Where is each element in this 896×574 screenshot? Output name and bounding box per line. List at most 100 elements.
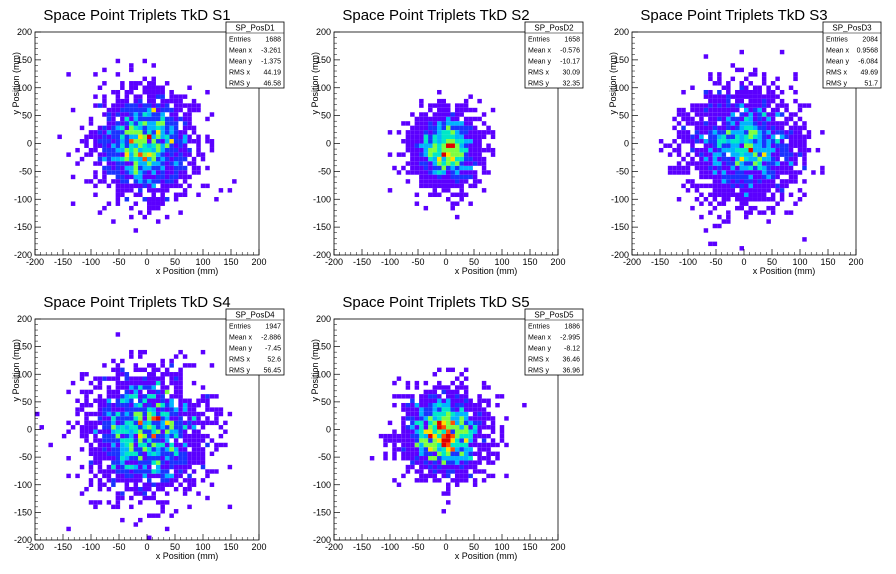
histogram-bin xyxy=(752,156,758,162)
histogram-bin xyxy=(124,103,130,108)
histogram-bin xyxy=(432,456,438,461)
histogram-bin xyxy=(468,425,473,430)
histogram-bin xyxy=(441,183,446,189)
histogram-bin xyxy=(446,367,451,373)
histogram-bin xyxy=(84,411,89,417)
histogram-bin xyxy=(446,183,451,189)
histogram-bin xyxy=(472,433,478,439)
histogram-bin xyxy=(726,197,731,202)
histogram-bin xyxy=(459,456,464,461)
histogram-bin xyxy=(178,192,183,198)
histogram-bin xyxy=(147,380,152,386)
histogram-bin xyxy=(169,121,174,126)
histogram-bin xyxy=(744,170,749,175)
histogram-bin xyxy=(802,103,807,108)
histogram-bin xyxy=(676,143,682,148)
histogram-bin xyxy=(133,478,139,483)
histogram-bin xyxy=(142,380,147,386)
histogram-bin xyxy=(748,143,753,148)
histogram-bin xyxy=(441,416,446,421)
stats-value: 1886 xyxy=(564,324,580,331)
histogram-bin xyxy=(414,402,420,408)
x-tick-label: 0 xyxy=(443,257,448,267)
histogram-bin xyxy=(187,174,192,180)
stats-value: 36.46 xyxy=(562,357,580,364)
histogram-bin xyxy=(726,219,731,224)
histogram-bin xyxy=(160,147,165,153)
histogram-bin xyxy=(205,473,210,479)
histogram-bin xyxy=(106,385,112,390)
histogram-bin xyxy=(120,491,125,496)
histogram-bin xyxy=(124,134,130,140)
histogram-bin xyxy=(712,94,718,99)
y-tick-label: -100 xyxy=(14,480,32,490)
stats-label: RMS x xyxy=(826,70,848,77)
histogram-bin xyxy=(410,464,415,470)
histogram-bin xyxy=(129,464,134,470)
histogram-bin xyxy=(151,134,156,140)
histogram-bin xyxy=(775,174,780,180)
histogram-bin xyxy=(739,94,744,99)
histogram-bin xyxy=(129,170,134,175)
histogram-bin xyxy=(410,460,415,465)
histogram-bin xyxy=(717,103,722,108)
histogram-bin xyxy=(102,152,107,157)
histogram-bin xyxy=(446,385,451,390)
histogram-bin xyxy=(151,389,156,395)
histogram-bin xyxy=(735,183,740,189)
histogram-bin xyxy=(788,134,794,140)
histogram-bin xyxy=(486,143,491,148)
histogram-bin xyxy=(437,451,442,457)
histogram-bin xyxy=(106,469,112,474)
histogram-bin xyxy=(102,482,107,487)
histogram-bin xyxy=(685,179,691,184)
histogram-bin xyxy=(730,112,736,117)
histogram-bin xyxy=(187,161,192,166)
histogram-bin xyxy=(405,179,411,184)
histogram-bin xyxy=(414,469,420,474)
histogram-bin xyxy=(182,94,188,99)
histogram-bin xyxy=(802,139,807,144)
histogram-bin xyxy=(414,451,420,457)
histogram-bin xyxy=(97,469,103,474)
histogram-bin xyxy=(164,116,170,122)
histogram-bin xyxy=(138,139,143,144)
histogram-bin xyxy=(164,372,170,377)
histogram-bin xyxy=(169,407,174,412)
histogram-bin xyxy=(454,183,460,189)
histogram-bin xyxy=(685,139,691,144)
histogram-bin xyxy=(708,174,713,180)
histogram-bin xyxy=(441,134,446,140)
histogram-bin xyxy=(160,429,165,434)
histogram-bin xyxy=(115,478,121,483)
histogram-bin xyxy=(744,134,749,140)
histogram-bin xyxy=(735,165,740,171)
histogram-bin xyxy=(694,152,700,157)
histogram-bin xyxy=(748,205,753,211)
histogram-bin xyxy=(102,456,107,461)
histogram-bin xyxy=(133,161,139,166)
histogram-bin xyxy=(155,500,161,505)
histogram-bin xyxy=(387,130,393,135)
histogram-bin xyxy=(428,464,433,470)
histogram-bin xyxy=(129,416,134,421)
histogram-bin xyxy=(160,89,165,95)
histogram-bin xyxy=(459,451,464,457)
histogram-bin xyxy=(441,425,446,430)
histogram-bin xyxy=(75,161,80,166)
histogram-bin xyxy=(752,161,758,166)
histogram-bin xyxy=(124,112,130,117)
histogram-bin xyxy=(142,398,147,403)
histogram-bin xyxy=(133,416,139,421)
histogram-bin xyxy=(779,147,785,153)
histogram-bin xyxy=(401,420,406,426)
stats-label: Mean y xyxy=(528,346,551,353)
histogram-bin xyxy=(726,134,731,140)
histogram-bin xyxy=(133,420,139,426)
histogram-bin xyxy=(138,376,143,381)
histogram-bin xyxy=(708,170,713,175)
histogram-bin xyxy=(142,134,147,140)
histogram-bin xyxy=(155,433,161,439)
histogram-bin xyxy=(739,161,744,166)
histogram-bin xyxy=(477,402,482,408)
